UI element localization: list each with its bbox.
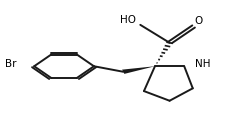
- Text: HO: HO: [120, 15, 136, 25]
- Text: NH: NH: [195, 59, 211, 69]
- Text: Br: Br: [5, 59, 16, 69]
- Polygon shape: [122, 66, 155, 74]
- Text: O: O: [195, 16, 203, 26]
